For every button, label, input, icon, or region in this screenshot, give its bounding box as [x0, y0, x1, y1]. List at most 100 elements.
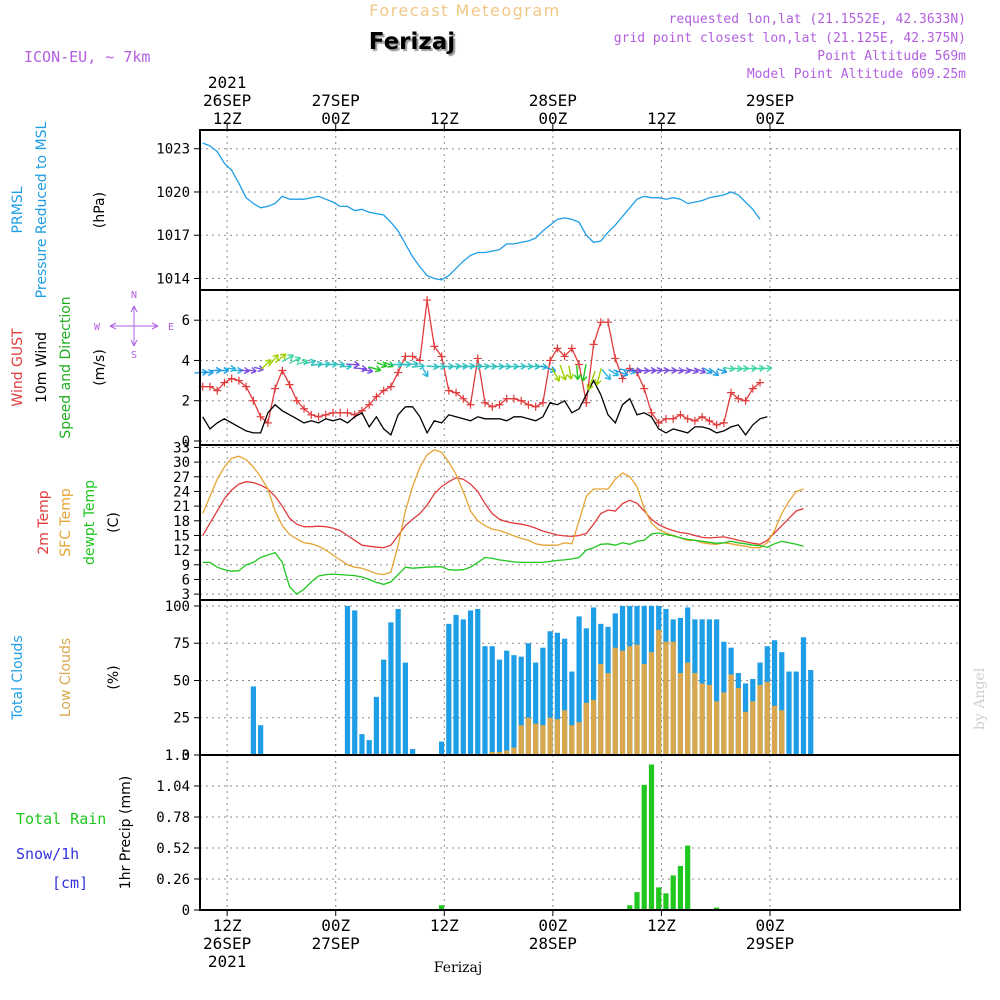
bar-clouds-0-7 [250, 686, 256, 755]
panel-label-clouds-0: Total Clouds [10, 635, 26, 720]
bar-clouds-0-42 [504, 650, 510, 755]
ytick-label-temperature-0: 3 [182, 587, 190, 603]
gust-marker-36 [459, 394, 468, 403]
bar-clouds-1-63 [656, 629, 662, 755]
footer-location: Ferizaj [434, 960, 482, 976]
compass-north: N [131, 290, 137, 301]
ytick-label-precip-1: 0.26 [156, 872, 190, 888]
gust-marker-24 [372, 392, 381, 401]
ytick-label-precip-2: 0.52 [156, 841, 190, 857]
bar-clouds-0-20 [344, 605, 351, 755]
bar-clouds-1-71 [714, 701, 720, 755]
bar-clouds-1-48 [547, 717, 553, 755]
ytick-label-clouds-0: 0 [182, 748, 190, 764]
wind-arrow-11 [274, 353, 287, 364]
bottom-tick-label-0-2: 2021 [208, 952, 247, 971]
panel-label-precip-1: Snow/1h [16, 845, 79, 863]
bar-clouds-0-43 [511, 655, 517, 755]
ytick-label-wind-0: 0 [182, 434, 190, 450]
gust-marker-15 [307, 410, 316, 419]
wind-arrow-53 [580, 363, 588, 382]
ytick-label-pressure-2: 1020 [156, 185, 190, 201]
ytick-label-clouds-1: 25 [173, 711, 190, 727]
gust-marker-52 [575, 360, 584, 369]
bar-clouds-1-45 [525, 717, 532, 755]
bar-clouds-1-46 [533, 723, 539, 755]
bar-clouds-0-36 [460, 619, 466, 755]
gust-marker-55 [596, 318, 605, 327]
wind-arrow-23 [361, 367, 374, 375]
gust-marker-2 [213, 386, 222, 395]
gust-marker-56 [604, 318, 613, 327]
bar-clouds-1-40 [489, 752, 495, 755]
top-tick-label-0-0: 2021 [208, 73, 247, 92]
ytick-label-precip-5: 1.3 [165, 748, 190, 764]
ytick-label-temperature-3: 12 [173, 543, 190, 559]
gust-marker-66 [676, 410, 685, 419]
bar-clouds-0-82 [793, 671, 799, 755]
ytick-label-temperature-2: 9 [182, 558, 190, 574]
compass-south: S [131, 350, 137, 361]
gust-marker-33 [437, 352, 446, 361]
bar-clouds-1-76 [750, 701, 756, 755]
bar-clouds-0-81 [786, 671, 792, 755]
bar-clouds-1-41 [496, 752, 503, 755]
bar-clouds-0-52 [576, 616, 582, 755]
meta-grid-point: grid point closest lon,lat (21.125E, 42.… [614, 31, 966, 46]
bar-clouds-0-48 [547, 631, 553, 755]
bar-clouds-1-54 [590, 699, 597, 755]
gust-marker-23 [365, 400, 374, 409]
gust-marker-77 [756, 378, 765, 387]
wind-arrow-56 [601, 369, 612, 381]
top-tick-label-3-1: 00Z [538, 109, 567, 128]
gust-marker-40 [488, 402, 497, 411]
bar-clouds-0-54 [590, 607, 597, 755]
bar-clouds-0-27 [395, 608, 401, 755]
bar-clouds-1-67 [685, 662, 691, 755]
bar-clouds-1-51 [569, 725, 575, 755]
wind-arrow-58 [613, 369, 629, 377]
gust-marker-67 [683, 414, 692, 423]
bar-clouds-1-49 [554, 719, 560, 755]
gust-marker-61 [640, 384, 649, 393]
gust-marker-74 [734, 394, 743, 403]
bar-clouds-0-24 [373, 696, 380, 755]
wind-arrow-21 [346, 360, 360, 369]
panel-unit-temperature: (C) [106, 512, 122, 533]
gust-marker-17 [321, 410, 330, 419]
bar-clouds-1-53 [583, 702, 589, 755]
bar-precip-0-63 [656, 887, 662, 910]
wind-arrow-15 [303, 358, 316, 366]
ytick-label-wind-2: 4 [182, 353, 190, 369]
bar-clouds-1-50 [562, 710, 568, 755]
gust-marker-12 [285, 380, 294, 389]
series-line-wind-0 [202, 300, 761, 426]
wind-arrow-70 [702, 367, 713, 374]
ytick-label-precip-3: 0.78 [156, 810, 190, 826]
top-tick-label-1-1: 00Z [321, 109, 350, 128]
gust-marker-62 [647, 408, 656, 417]
bar-clouds-1-62 [648, 652, 655, 755]
bar-clouds-0-51 [569, 671, 575, 755]
top-tick-label-5-1: 00Z [756, 109, 785, 128]
gust-marker-75 [741, 396, 750, 405]
panel-label-pressure-0: PRMSL [10, 186, 26, 233]
bar-clouds-0-25 [381, 659, 387, 755]
bar-precip-0-71 [714, 907, 720, 910]
ytick-label-pressure-1: 1017 [156, 228, 190, 244]
panel-label-precip-2: [cm] [52, 874, 88, 892]
gust-marker-64 [661, 414, 670, 423]
bar-clouds-0-39 [482, 646, 488, 755]
top-tick-label-3-0: 28SEP [529, 91, 577, 110]
bottom-tick-label-2-0: 12Z [430, 916, 459, 935]
gust-marker-51 [567, 344, 576, 353]
wind-arrow-12 [281, 354, 295, 363]
wind-arrow-67 [680, 366, 692, 375]
forecast-title: Forecast Meteogram [369, 1, 560, 20]
gust-marker-3 [220, 378, 229, 387]
bar-clouds-1-77 [757, 684, 763, 755]
ytick-label-pressure-3: 1023 [156, 142, 190, 158]
bottom-tick-label-3-1: 28SEP [529, 934, 577, 953]
bar-clouds-0-40 [489, 646, 495, 755]
